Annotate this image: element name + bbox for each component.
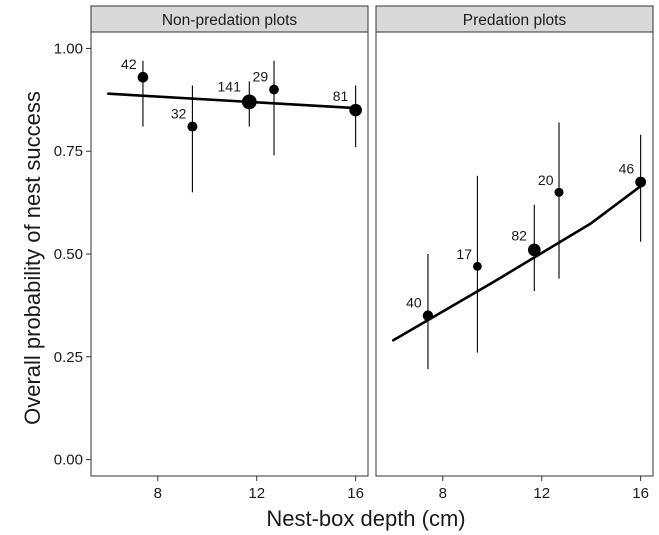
strip-label: Predation plots (463, 12, 567, 29)
x-tick-label: 8 (154, 485, 162, 502)
data-point (527, 243, 541, 257)
y-tick-label: 0.25 (54, 349, 83, 366)
sample-size-label: 29 (253, 69, 269, 85)
strip-label: Non-predation plots (162, 12, 298, 29)
sample-size-label: 17 (456, 246, 472, 262)
panel-1: Non-predation plots 42 32 141 29 81 (90, 5, 369, 477)
data-point (635, 176, 647, 188)
data-point (349, 103, 362, 117)
data-point (187, 121, 198, 132)
sample-size-label: 42 (121, 56, 137, 72)
sample-size-label: 46 (619, 161, 635, 177)
data-point (241, 94, 257, 110)
y-tick-label: 1.00 (54, 40, 83, 57)
sample-size-label: 141 (218, 78, 242, 94)
fit-line (107, 92, 357, 110)
x-tick-label: 16 (347, 485, 364, 502)
sample-size-label: 81 (333, 88, 349, 104)
sample-size-label: 82 (511, 228, 527, 244)
fit-line (391, 184, 642, 342)
plot-area-border (375, 31, 654, 477)
y-tick-label: 0.00 (54, 452, 83, 469)
data-point (473, 261, 482, 271)
x-axes: 8 12 16 8 12 16 (154, 476, 649, 502)
x-tick-label: 12 (533, 485, 550, 502)
data-point (137, 71, 149, 83)
panels-group: Non-predation plots 42 32 141 29 81 Predation … (90, 5, 654, 477)
data-point (554, 187, 564, 197)
x-axis-label: Nest-box depth (cm) (266, 506, 465, 531)
strip-header (90, 5, 369, 33)
x-tick-label: 8 (439, 485, 447, 502)
y-tick-label: 0.75 (54, 143, 83, 160)
data-point (269, 84, 279, 95)
panel-2: Predation plots 40 17 82 20 46 (375, 5, 654, 477)
plot-area-border (90, 31, 369, 477)
sample-size-label: 40 (406, 294, 422, 310)
x-tick-label: 12 (248, 485, 265, 502)
sample-size-label: 32 (171, 106, 187, 122)
y-axis-label: Overall probability of nest success (20, 91, 45, 425)
y-axis: 0.00 0.25 0.50 0.75 1.00 (54, 40, 91, 469)
y-tick-label: 0.50 (54, 246, 83, 263)
sample-size-label: 20 (538, 172, 554, 188)
data-point (422, 310, 434, 321)
x-tick-label: 16 (632, 485, 649, 502)
